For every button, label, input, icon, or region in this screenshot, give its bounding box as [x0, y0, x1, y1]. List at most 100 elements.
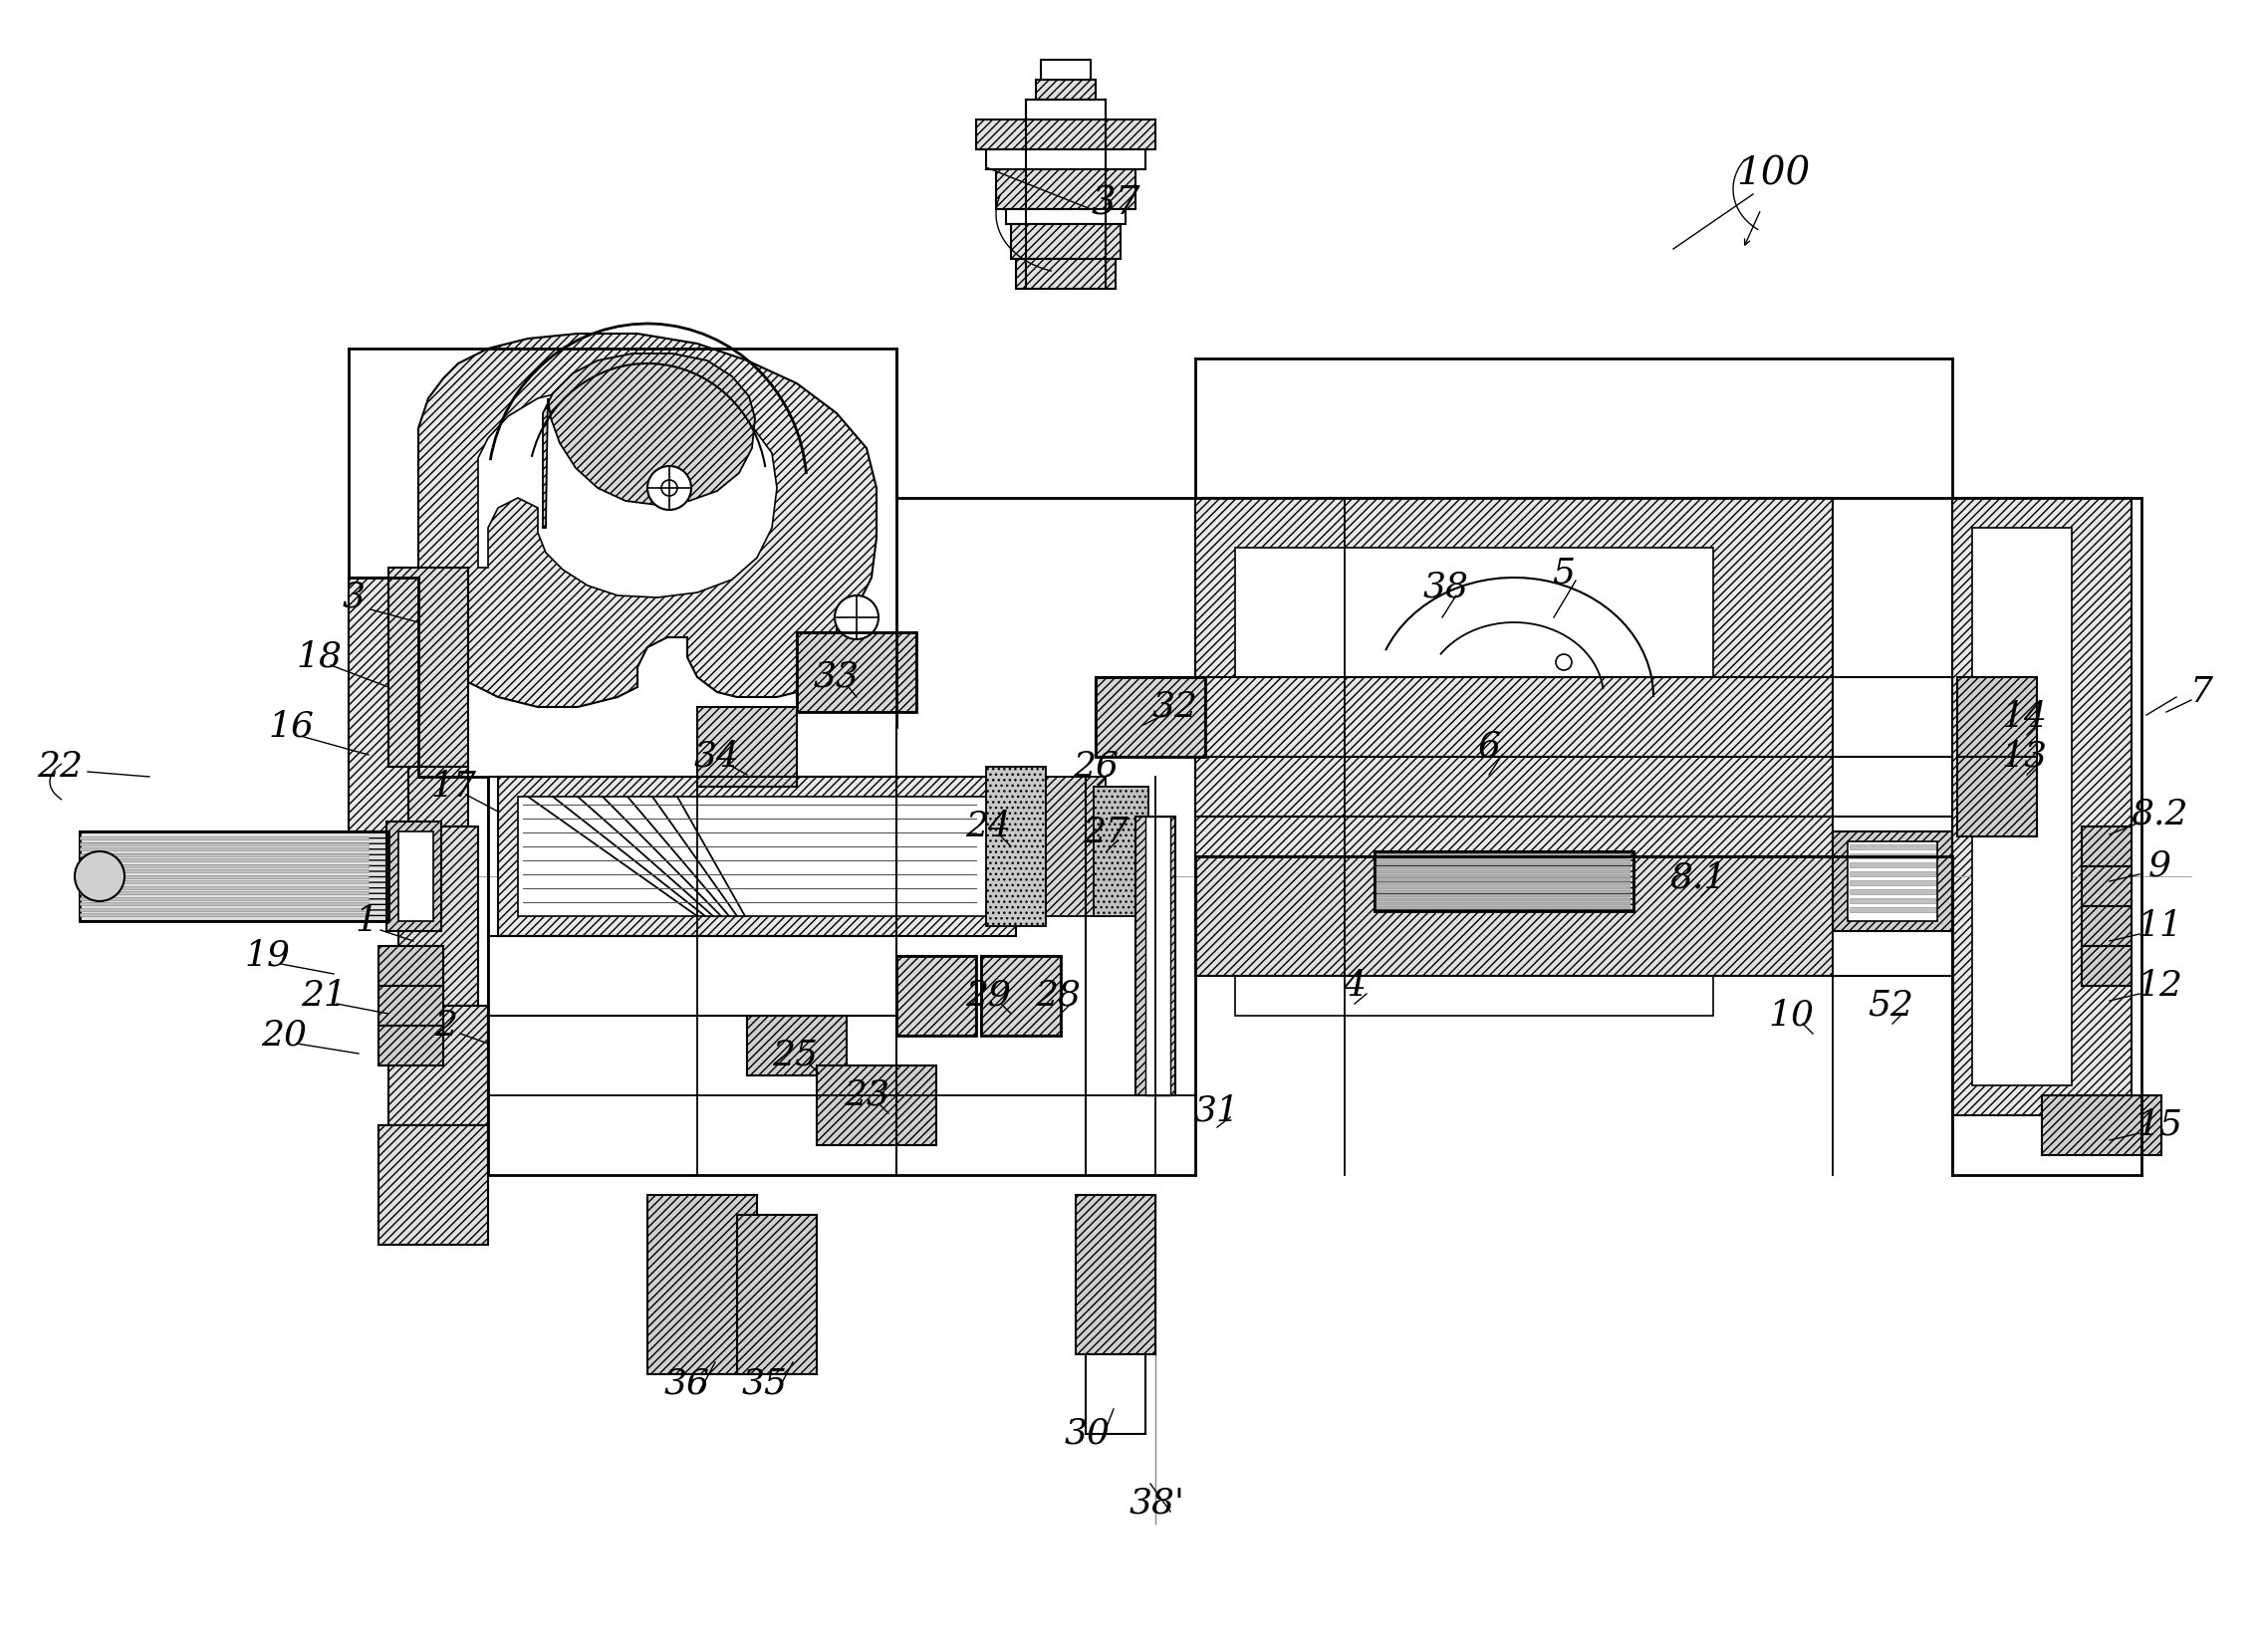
Bar — [1077, 1194, 1156, 1355]
Text: 1: 1 — [355, 904, 378, 938]
Bar — [79, 831, 389, 922]
Bar — [378, 947, 443, 986]
Circle shape — [647, 466, 692, 510]
Bar — [398, 831, 434, 922]
Bar — [986, 767, 1045, 927]
Text: 29: 29 — [966, 980, 1011, 1013]
Bar — [79, 843, 369, 844]
Bar — [79, 902, 369, 905]
Bar — [1027, 99, 1106, 119]
Text: 35: 35 — [742, 1368, 787, 1401]
Bar — [79, 869, 369, 872]
Bar — [1378, 902, 1631, 905]
Text: 52: 52 — [1868, 990, 1914, 1023]
Bar — [1378, 879, 1631, 881]
Text: 17: 17 — [430, 770, 475, 803]
Bar — [1850, 871, 1936, 876]
Bar — [2081, 947, 2131, 986]
Bar — [796, 633, 916, 712]
Bar — [1145, 816, 1169, 1095]
Bar — [79, 859, 369, 861]
Text: 16: 16 — [267, 710, 314, 743]
Bar — [1194, 497, 1832, 856]
Bar — [1378, 874, 1631, 877]
Bar — [982, 957, 1061, 1036]
Bar — [896, 957, 977, 1036]
Text: 22: 22 — [36, 750, 84, 783]
Bar — [79, 914, 369, 917]
Bar — [79, 890, 369, 894]
Text: 19: 19 — [244, 938, 290, 973]
Text: 32: 32 — [1151, 691, 1199, 724]
Text: 6: 6 — [1477, 730, 1500, 763]
Text: 9: 9 — [2149, 849, 2172, 884]
Bar — [982, 957, 1061, 1036]
Bar — [1850, 881, 1936, 885]
Text: 4: 4 — [1344, 968, 1366, 1003]
Bar — [1832, 831, 1952, 932]
Text: 33: 33 — [814, 661, 860, 694]
Text: 37: 37 — [1090, 185, 1140, 223]
Text: 38': 38' — [1129, 1487, 1185, 1520]
Text: 34: 34 — [694, 740, 740, 773]
Bar — [1095, 677, 1206, 757]
Bar — [1378, 899, 1631, 900]
Text: 10: 10 — [1769, 999, 1814, 1032]
Bar — [1378, 882, 1631, 885]
Bar — [896, 957, 977, 1036]
Bar — [79, 847, 369, 851]
Text: 21: 21 — [301, 980, 346, 1013]
Text: 26: 26 — [1072, 750, 1117, 783]
Bar — [1378, 894, 1631, 897]
Bar — [746, 1016, 846, 1075]
Bar — [1086, 1355, 1145, 1434]
Polygon shape — [418, 334, 875, 707]
Bar — [1235, 548, 1712, 677]
Bar — [2081, 907, 2131, 947]
Circle shape — [75, 851, 124, 902]
Text: 2: 2 — [434, 1009, 457, 1042]
Bar — [1378, 871, 1631, 872]
Bar — [1957, 677, 2036, 757]
Bar — [498, 776, 1016, 937]
Text: 15: 15 — [2138, 1108, 2183, 1142]
Bar — [977, 119, 1156, 149]
Circle shape — [835, 595, 878, 639]
Text: 18: 18 — [296, 641, 342, 674]
Text: 36: 36 — [665, 1368, 710, 1401]
Bar — [1378, 859, 1631, 861]
Text: 8.2: 8.2 — [2131, 798, 2187, 831]
Bar — [1045, 776, 1106, 917]
Bar — [1194, 856, 1832, 976]
Bar — [1850, 889, 1936, 894]
Bar — [1850, 844, 1936, 849]
Bar — [1016, 259, 1115, 289]
Text: 25: 25 — [771, 1039, 819, 1072]
Bar — [387, 821, 441, 932]
Bar — [409, 767, 468, 826]
Bar — [1952, 497, 2131, 1115]
Bar — [995, 169, 1136, 210]
Bar — [1378, 890, 1631, 892]
Bar — [2043, 1095, 2162, 1155]
Bar — [1036, 79, 1095, 99]
Text: 3: 3 — [342, 580, 364, 615]
Bar — [986, 149, 1145, 169]
Bar — [389, 568, 468, 767]
Bar — [1972, 527, 2072, 1085]
Bar — [1850, 862, 1936, 867]
Bar — [1850, 854, 1936, 859]
Text: 23: 23 — [844, 1079, 889, 1112]
Bar — [1378, 866, 1631, 869]
Bar — [737, 1214, 817, 1374]
Bar — [79, 897, 369, 900]
Bar — [1957, 757, 2036, 836]
Polygon shape — [543, 354, 756, 527]
Bar — [79, 881, 369, 884]
Bar — [79, 852, 369, 856]
Bar — [1375, 851, 1633, 912]
Bar — [1235, 876, 1712, 1016]
Circle shape — [1556, 654, 1572, 671]
Circle shape — [661, 481, 676, 496]
Bar — [1375, 851, 1633, 912]
